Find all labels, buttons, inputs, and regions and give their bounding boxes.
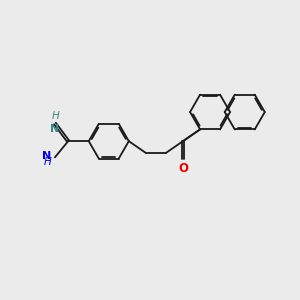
Text: H: H [52,111,59,122]
Text: N: N [50,124,59,134]
Text: O: O [178,162,188,175]
Text: N: N [42,151,51,161]
Text: H: H [44,158,51,167]
